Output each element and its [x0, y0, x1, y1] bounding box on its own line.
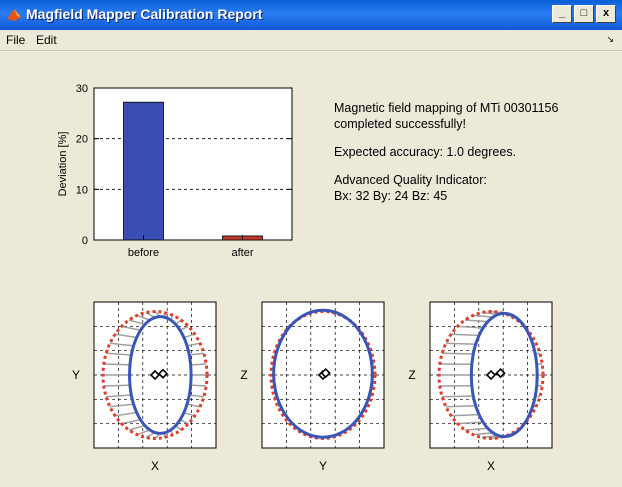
calib-plot-1-correction-line [104, 385, 130, 386]
calib-plot-3-correction-line [442, 396, 473, 397]
bar-ylabel: Deviation [%] [57, 132, 69, 197]
calib-plot-1-correction-line [104, 364, 130, 365]
calib-plot-3-correction-line [446, 406, 476, 407]
aqi-label: Advanced Quality Indicator: [334, 173, 487, 187]
bar-ytick-label: 30 [76, 83, 88, 95]
bar-xtick-label: after [231, 247, 253, 259]
calib-plot-1-correction-line [191, 364, 207, 365]
calib-plot-1-correction-line [191, 385, 207, 386]
maximize-button[interactable]: □ [574, 5, 594, 23]
bar-ytick-label: 0 [82, 235, 88, 247]
window-title: Magfield Mapper Calibration Report [26, 6, 262, 22]
close-button[interactable]: x [596, 5, 616, 23]
matlab-app-icon [6, 7, 22, 23]
bar-ytick-label: 10 [76, 184, 88, 196]
menu-bar: File Edit ↘ [0, 30, 622, 51]
dock-arrow-icon[interactable]: ↘ [606, 34, 614, 45]
calib-plot-3-ylabel: Z [408, 368, 415, 382]
calib-plot-1-xlabel: X [151, 459, 159, 473]
calib-plot-3-correction-line [446, 343, 476, 344]
bar-before [124, 102, 164, 240]
calib-plot-3-correction-line [442, 353, 473, 354]
info-line-2: completed successfully! [334, 117, 466, 131]
bar-xtick-label: before [128, 247, 159, 259]
menu-file[interactable]: File [6, 33, 25, 47]
minimize-button[interactable]: _ [552, 5, 572, 23]
bar-ytick-label: 20 [76, 134, 88, 146]
expected-accuracy: Expected accuracy: 1.0 degrees. [334, 145, 516, 159]
calibration-info: Magnetic field mapping of MTi 00301156 c… [334, 100, 558, 216]
aqi-values: Bx: 32 By: 24 Bz: 45 [334, 189, 447, 203]
info-line-1: Magnetic field mapping of MTi 00301156 [334, 101, 558, 115]
title-bar[interactable]: Magfield Mapper Calibration Report _ □ x [0, 0, 622, 30]
menu-edit[interactable]: Edit [36, 33, 57, 47]
calib-plot-3-xlabel: X [487, 459, 495, 473]
calib-plot-2-xlabel: Y [319, 459, 327, 473]
calib-plot-1-ylabel: Y [72, 368, 80, 382]
calib-plot-2-ylabel: Z [240, 368, 247, 382]
